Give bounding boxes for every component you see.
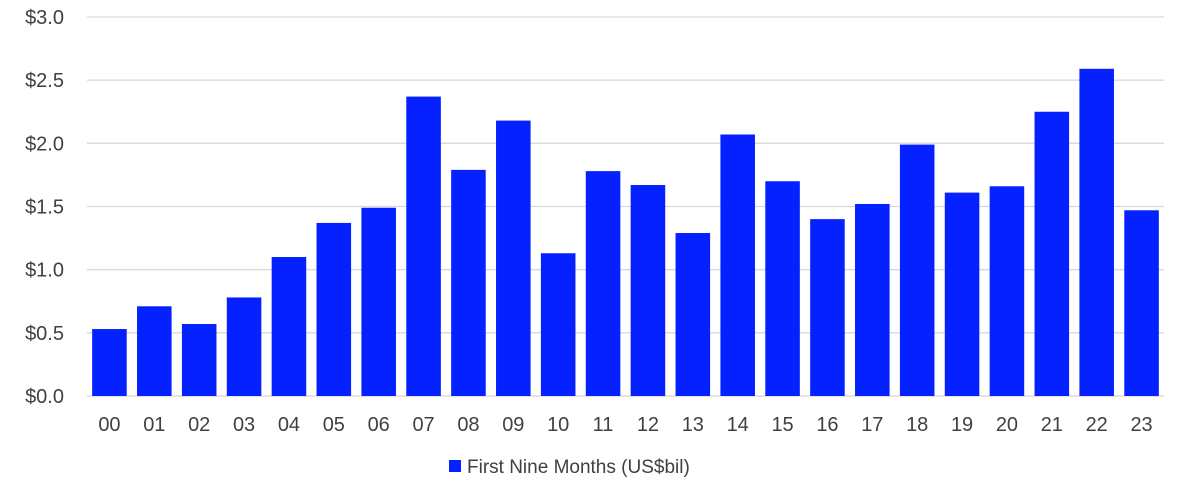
y-tick-label: $2.0 [25, 133, 64, 155]
bar-17 [855, 203, 890, 396]
legend-swatch [449, 460, 461, 472]
bar-04 [271, 257, 307, 396]
bar-05 [316, 222, 352, 396]
bar-12 [630, 185, 666, 396]
bar-08 [451, 169, 486, 396]
x-tick-label: 18 [906, 414, 928, 436]
bar-21 [1034, 111, 1070, 396]
bar-19 [944, 192, 980, 396]
x-tick-label: 21 [1041, 414, 1063, 436]
x-tick-label: 02 [188, 414, 210, 436]
x-tick-label: 17 [861, 414, 883, 436]
y-tick-label: $0.0 [25, 386, 64, 408]
x-tick-label: 08 [457, 414, 479, 436]
x-tick-label: 22 [1086, 414, 1108, 436]
legend-label: First Nine Months (US$bil) [467, 457, 690, 478]
x-tick-label: 16 [816, 414, 838, 436]
bar-13 [675, 233, 711, 396]
x-tick-label: 03 [233, 414, 255, 436]
x-tick-label: 19 [951, 414, 973, 436]
bar-07 [406, 96, 441, 396]
legend: First Nine Months (US$bil) [449, 457, 690, 478]
y-axis-ticks: $0.0 $0.5 $1.0 $1.5 $2.0 $2.5 $3.0 [25, 7, 64, 408]
bar-23 [1124, 210, 1159, 396]
bar-11 [585, 171, 621, 396]
x-axis-ticks: 00 01 02 03 04 05 06 07 08 09 10 11 12 13 14 15 16 17 18 19… [98, 414, 1152, 436]
x-tick-label: 10 [547, 414, 569, 436]
x-tick-label: 20 [996, 414, 1018, 436]
x-tick-label: 01 [143, 414, 165, 436]
x-tick-label: 23 [1130, 414, 1152, 436]
bar-02 [181, 323, 217, 396]
gridlines [87, 16, 1164, 397]
y-tick-label: $0.5 [25, 323, 64, 345]
bars [92, 68, 1159, 397]
bar-06 [361, 207, 396, 396]
bar-14 [720, 134, 755, 397]
bar-03 [226, 297, 262, 396]
x-tick-label: 11 [593, 414, 614, 436]
bar-20 [989, 186, 1025, 396]
bar-22 [1079, 68, 1114, 397]
y-tick-label: $1.0 [25, 260, 64, 282]
bar-01 [137, 306, 172, 396]
x-tick-label: 06 [368, 414, 390, 436]
x-tick-label: 12 [637, 414, 659, 436]
bar-00 [92, 329, 127, 396]
bar-15 [765, 181, 800, 396]
y-tick-label: $1.5 [25, 197, 64, 219]
bar-16 [810, 219, 845, 396]
x-tick-label: 15 [771, 414, 793, 436]
x-tick-label: 13 [682, 414, 704, 436]
x-tick-label: 09 [502, 414, 524, 436]
bar-09 [496, 120, 531, 397]
x-tick-label: 14 [727, 414, 749, 436]
x-tick-label: 07 [412, 414, 434, 436]
x-tick-label: 00 [98, 414, 120, 436]
x-tick-label: 04 [278, 414, 300, 436]
y-tick-label: $2.5 [25, 70, 64, 92]
bar-10 [540, 253, 576, 396]
x-tick-label: 05 [323, 414, 345, 436]
bar-18 [899, 144, 935, 396]
y-tick-label: $3.0 [25, 7, 64, 29]
